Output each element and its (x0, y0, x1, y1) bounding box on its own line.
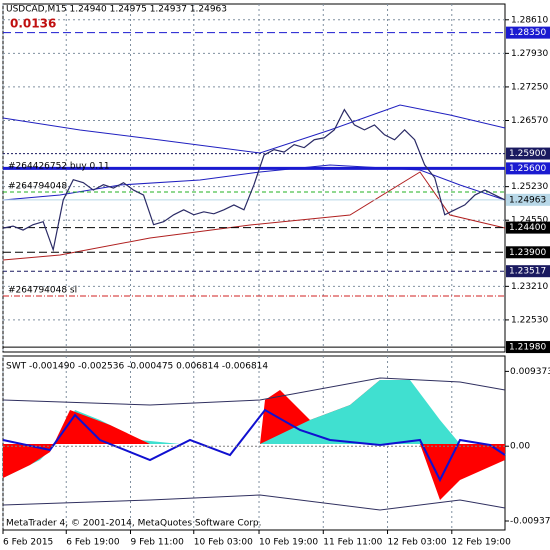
upper-band (2, 104, 506, 154)
grid (2, 4, 505, 530)
x-tick-label: 10 Feb 19:00 (259, 538, 318, 548)
level-label: 1.25900 (509, 149, 546, 159)
plot (2, 108, 506, 253)
level-label: 1.21980 (509, 343, 546, 353)
order-label: #264794048 sl (8, 286, 77, 296)
x-tick-label: 6 Feb 19:00 (66, 538, 120, 548)
level-box (506, 193, 550, 206)
y-tick-label: 1.22530 (511, 315, 548, 325)
y-tick-label: 1.24550 (511, 216, 548, 226)
level-label: 1.23517 (509, 267, 546, 277)
x-tick-label: 9 Feb 11:00 (131, 538, 185, 548)
x-tick-label: 6 Feb 2015 (3, 538, 53, 548)
y-tick-label: -0.009373 (510, 517, 550, 527)
x-tick-label: 12 Feb 19:00 (452, 538, 511, 548)
level-label: 1.25600 (509, 164, 546, 174)
y-tick-label: 1.27930 (511, 49, 548, 59)
x-tick-label: 10 Feb 03:00 (194, 538, 253, 548)
level-box (506, 265, 550, 278)
level-box (506, 221, 550, 234)
price-line (2, 108, 506, 253)
indicator-band (2, 377, 506, 406)
level-label: 1.28350 (509, 28, 546, 38)
y-tick-label: 0.009373 (510, 367, 550, 377)
levels: 1.28350 1.25900 1.25600 1.24963 1.24400 1.239… (3, 26, 550, 354)
y-tick-label: 1.27250 (511, 82, 548, 92)
indicator-band (2, 494, 506, 511)
annotation: 0.0136 (10, 17, 56, 31)
y-tick-label: 0.00 (510, 442, 530, 452)
indicator-line (2, 408, 506, 483)
indicator-title: SWT -0.001490 -0.002536 -0.000475 0.0068… (6, 362, 268, 372)
level-label: 1.24400 (509, 223, 546, 233)
y-tick-label: 1.23210 (511, 282, 548, 292)
indicator-area (260, 380, 460, 444)
level-box (506, 341, 550, 354)
level-box (506, 162, 550, 175)
level-label: 1.23900 (509, 248, 546, 258)
level-box (506, 246, 550, 259)
level-box (506, 26, 550, 39)
y-tick-label: 1.26570 (511, 116, 548, 126)
y-tick-label: 1.25230 (511, 182, 548, 192)
x-tick-label: 11 Feb 11:00 (323, 538, 382, 548)
order-label: #264426752 buy 0.11 (8, 162, 110, 172)
level-box (506, 147, 550, 160)
footer: MetaTrader 4, © 2001-2014, MetaQuotes So… (6, 519, 262, 529)
x-tick-label: 12 Feb 03:00 (388, 538, 447, 548)
main-panel (2, 3, 506, 353)
y-tick-label: 1.28610 (511, 15, 548, 25)
level-label: 1.24963 (509, 195, 546, 205)
order-label: #264794048 (8, 182, 67, 192)
chart-title: USDCAD,M15 1.24940 1.24975 1.24937 1.249… (6, 5, 227, 15)
